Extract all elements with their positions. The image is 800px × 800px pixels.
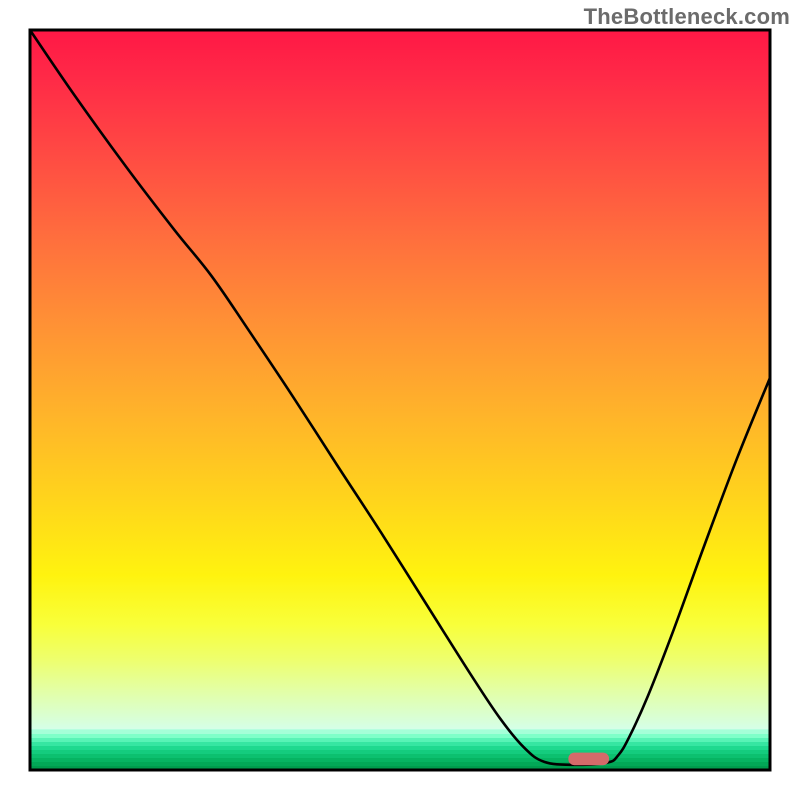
watermark-text: TheBottleneck.com: [584, 4, 790, 30]
bottleneck-chart: [0, 0, 800, 800]
chart-container: TheBottleneck.com: [0, 0, 800, 800]
